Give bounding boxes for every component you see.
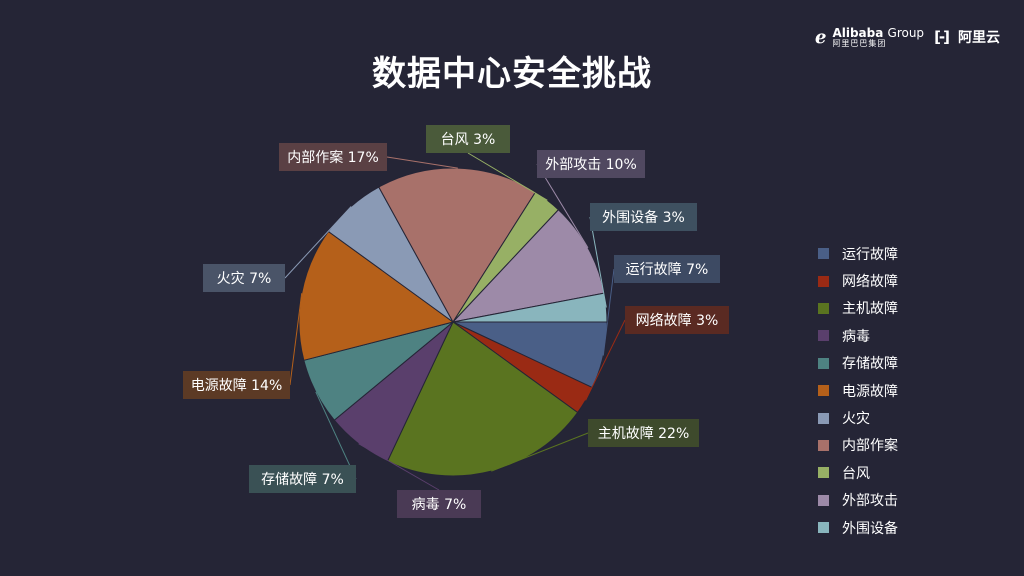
legend-label: 存储故障 — [842, 356, 898, 373]
legend-item-2: 网络故障 — [818, 267, 898, 294]
alibaba-logo: Alibaba Group 阿里巴巴集团 — [832, 25, 925, 48]
chart-legend: 运行故障网络故障主机故障病毒存储故障电源故障火灾内部作案台风外部攻击外围设备 — [818, 240, 898, 541]
leader-line-8 — [386, 156, 458, 169]
leader-line-5 — [315, 391, 357, 480]
svg-text:外围设备 3%: 外围设备 3% — [602, 209, 685, 226]
svg-text:存储故障 7%: 存储故障 7% — [261, 472, 344, 488]
legend-swatch — [818, 494, 829, 506]
legend-label: 病毒 — [842, 328, 870, 345]
legend-label: 内部作案 — [842, 438, 898, 455]
legend-item-4: 病毒 — [818, 322, 898, 349]
leader-line-4 — [358, 443, 440, 491]
legend-swatch — [818, 522, 829, 534]
slice-label-4: 病毒 7% — [397, 490, 481, 518]
slice-label-7: 火灾 7% — [203, 264, 285, 292]
svg-text:主机故障 22%: 主机故障 22% — [598, 426, 690, 442]
legend-label: 主机故障 — [842, 301, 898, 318]
legend-label: 外围设备 — [842, 520, 898, 537]
leader-line-9 — [467, 152, 548, 201]
svg-text:台风 3%: 台风 3% — [441, 132, 496, 148]
legend-swatch — [818, 357, 829, 369]
legend-item-7: 火灾 — [818, 404, 898, 431]
legend-swatch — [818, 385, 829, 397]
legend-label: 网络故障 — [842, 274, 898, 291]
leader-line-6 — [289, 293, 303, 386]
legend-swatch — [818, 248, 829, 260]
leader-line-3 — [491, 432, 589, 472]
slice-label-1: 运行故障 7% — [614, 255, 720, 283]
legend-label: 外部攻击 — [842, 493, 898, 510]
leader-line-1 — [602, 268, 615, 356]
svg-text:运行故障 7%: 运行故障 7% — [626, 262, 709, 278]
legend-label: 火灾 — [842, 411, 870, 428]
legend-swatch — [818, 439, 829, 451]
brand-logos: ℯ Alibaba Group 阿里巴巴集团 [-] 阿里云 — [815, 24, 1000, 50]
slice-label-2: 网络故障 3% — [625, 306, 729, 334]
legend-swatch — [818, 302, 829, 314]
slice-label-9: 台风 3% — [426, 125, 510, 153]
legend-swatch — [818, 330, 829, 342]
svg-text:外部攻击 10%: 外部攻击 10% — [545, 157, 637, 173]
legend-label: 台风 — [842, 465, 870, 482]
alibaba-logo-icon: ℯ — [814, 26, 827, 48]
svg-text:内部作案 17%: 内部作案 17% — [287, 149, 379, 166]
svg-text:火灾 7%: 火灾 7% — [217, 270, 272, 287]
page-title: 数据中心安全挑战 — [372, 54, 652, 94]
slice-label-10: 外部攻击 10% — [537, 150, 645, 178]
legend-item-9: 台风 — [818, 459, 898, 486]
legend-item-6: 电源故障 — [818, 377, 898, 404]
legend-item-8: 内部作案 — [818, 432, 898, 459]
legend-item-11: 外围设备 — [818, 514, 898, 541]
svg-text:病毒 7%: 病毒 7% — [412, 497, 467, 513]
legend-item-10: 外部攻击 — [818, 487, 898, 514]
legend-item-5: 存储故障 — [818, 350, 898, 377]
svg-text:网络故障 3%: 网络故障 3% — [636, 313, 719, 329]
slice-label-5: 存储故障 7% — [249, 465, 356, 493]
legend-label: 运行故障 — [842, 246, 898, 263]
legend-item-3: 主机故障 — [818, 295, 898, 322]
leader-line-11 — [589, 216, 607, 308]
legend-swatch — [818, 275, 829, 287]
legend-label: 电源故障 — [842, 383, 898, 400]
svg-text:电源故障 14%: 电源故障 14% — [191, 378, 283, 394]
aliyun-logo-icon: [-] — [934, 28, 950, 46]
slice-label-3: 主机故障 22% — [588, 419, 699, 447]
slice-label-6: 电源故障 14% — [183, 371, 290, 399]
slice-label-8: 内部作案 17% — [279, 143, 387, 171]
legend-swatch — [818, 412, 829, 424]
aliyun-logo: 阿里云 — [958, 30, 1000, 46]
legend-swatch — [818, 467, 829, 479]
leader-line-7 — [284, 206, 352, 279]
slice-label-11: 外围设备 3% — [590, 203, 697, 231]
leader-line-2 — [585, 319, 626, 401]
pie-slice-6 — [298, 230, 455, 361]
legend-item-1: 运行故障 — [818, 240, 898, 267]
